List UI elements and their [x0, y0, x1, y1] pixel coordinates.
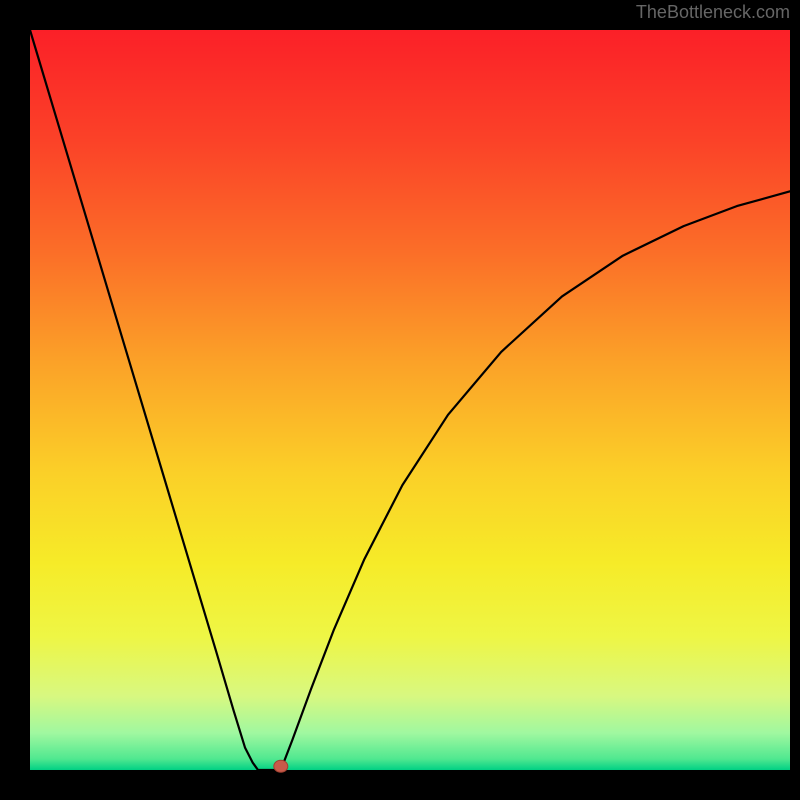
bottleneck-chart [0, 0, 800, 800]
plot-background [30, 30, 790, 770]
watermark-text: TheBottleneck.com [636, 2, 790, 23]
optimal-point-marker [274, 760, 288, 772]
chart-svg [0, 0, 800, 800]
